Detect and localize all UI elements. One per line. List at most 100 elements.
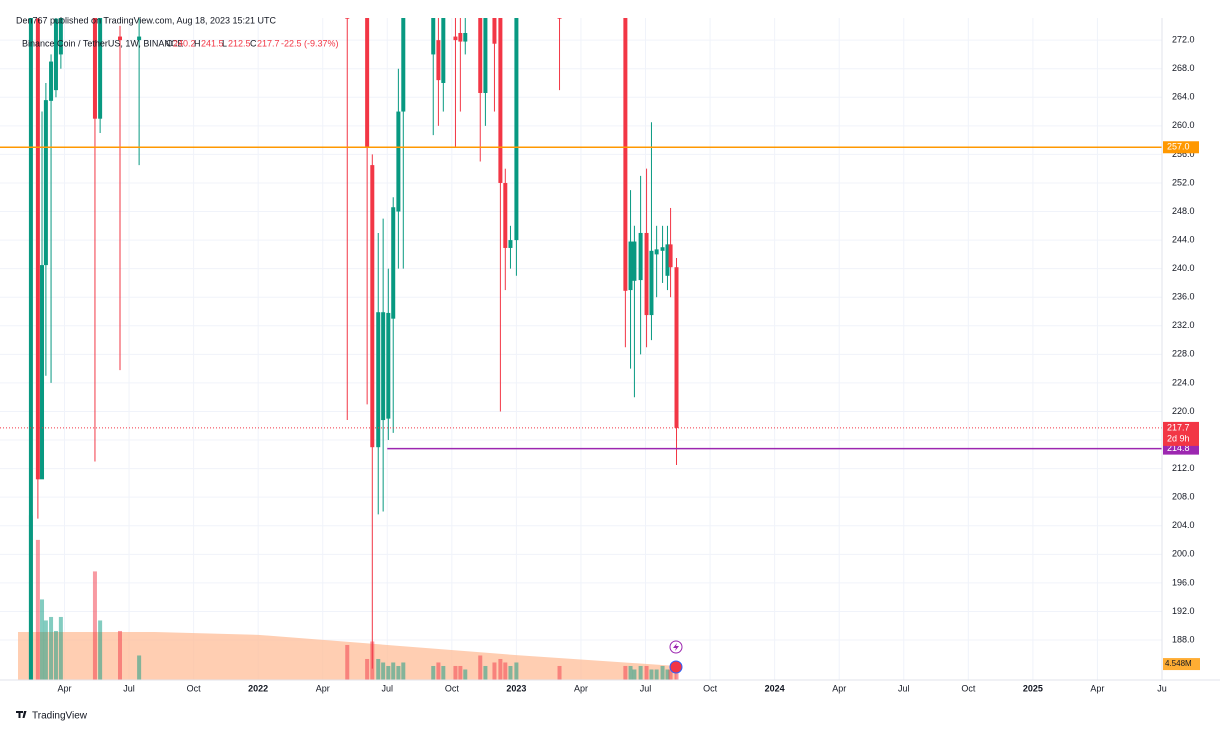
x-tick-label: 2023 [506,683,526,693]
candle-body [386,312,391,419]
candle-body [665,244,670,276]
x-tick-label: 2025 [1023,683,1043,693]
x-tick-label: Oct [187,683,202,693]
open-label: O [166,38,173,48]
y-tick-label: 196.0 [1172,577,1195,587]
volume-bar [492,662,497,680]
volume-bar [463,669,468,680]
candle-body [674,267,679,428]
candle-body [98,18,103,119]
volume-bar [478,655,483,680]
y-tick-label: 260.0 [1172,120,1195,130]
candle-body [28,18,33,680]
candle-body [137,36,142,41]
volume-bar [92,571,97,680]
volume-bar [644,665,649,680]
candle-body [478,18,483,93]
candle-body [668,244,673,268]
y-tick-label: 188.0 [1172,634,1195,644]
y-tick-label: 224.0 [1172,377,1195,387]
volume-bar [376,658,381,680]
x-tick-label: Oct [961,683,976,693]
close-label: C [250,38,257,48]
event-icon-bolt [673,643,679,651]
y-tick-label: 240.0 [1172,263,1195,273]
candle-body [557,18,562,19]
x-tick-label: Apr [574,683,588,693]
close-value: 217.7 [257,38,280,48]
x-tick-label: Oct [445,683,460,693]
y-tick-label: 220.0 [1172,406,1195,416]
high-value: 241.5 [201,38,224,48]
volume-bar [35,539,40,680]
volume-label-box [1163,658,1200,671]
publisher: Den767 published on TradingView.com, Aug… [16,15,277,25]
candle-body [58,18,63,55]
y-tick-label: 192.0 [1172,606,1195,616]
event-icons [669,640,683,674]
x-tick-label: 2024 [765,683,785,693]
volume-bar [345,644,350,680]
candle-body [628,241,633,291]
volume-bar [668,669,673,680]
volume-bar [649,669,654,680]
event-icon-flag [669,660,683,674]
y-tick-label: 212.0 [1172,463,1195,473]
volume-bar [98,620,103,680]
x-tick-label: Oct [703,683,718,693]
volume-bar [401,662,406,680]
y-tick-label: 208.0 [1172,492,1195,502]
candle-body [35,18,40,480]
candle-body [492,18,497,44]
y-tick-label: 248.0 [1172,206,1195,216]
volume-bar [436,662,441,680]
y-tick-label: 236.0 [1172,292,1195,302]
candle-body [463,32,468,42]
candle-body [441,18,446,83]
candle-body [118,36,123,41]
volume-bar [665,669,670,680]
y-tick-label: 228.0 [1172,349,1195,359]
candle-body [660,247,665,251]
y-tick-label: 264.0 [1172,92,1195,102]
y-tick-label: 244.0 [1172,234,1195,244]
volume-bar [660,665,665,680]
volume-bar [441,665,446,680]
volume-bar [632,669,637,680]
change: -22.5 (-9.37%) [281,38,339,48]
volume-bar [458,665,463,680]
x-tick-label: Jul [640,683,652,693]
candle-body [638,232,643,281]
x-tick-label: 2022 [248,683,268,693]
low-label: L [222,38,227,48]
volume-bar [654,669,659,680]
volume-bar [503,662,508,680]
candle-body [53,18,58,91]
x-tick-label: Apr [316,683,330,693]
candle-body [370,165,375,448]
x-tick-label: Jul [382,683,394,693]
volume-bar [365,658,370,680]
candle-body [40,265,45,480]
candle-body [508,240,513,248]
y-tick-label: 272.0 [1172,35,1195,45]
volume-bar [118,630,123,680]
level-label: 214.8 [1167,443,1190,453]
high-label: H [194,38,201,48]
volume-bar [557,665,562,680]
candle-body [503,182,508,248]
x-tick-label: Apr [1090,683,1104,693]
candle-body [514,18,519,241]
countdown: 2d 9h [1167,433,1190,443]
y-tick-label: 256.0 [1172,149,1195,159]
candle-body [431,18,436,55]
y-tick-label: 200.0 [1172,549,1195,559]
open-value: 240.2 [173,38,196,48]
volume-bar [396,665,401,680]
logo-text: TradingView [32,711,88,722]
y-tick-label: 268.0 [1172,63,1195,73]
volume-bar [638,665,643,680]
candle-body [43,100,48,266]
candle-body [92,18,97,119]
